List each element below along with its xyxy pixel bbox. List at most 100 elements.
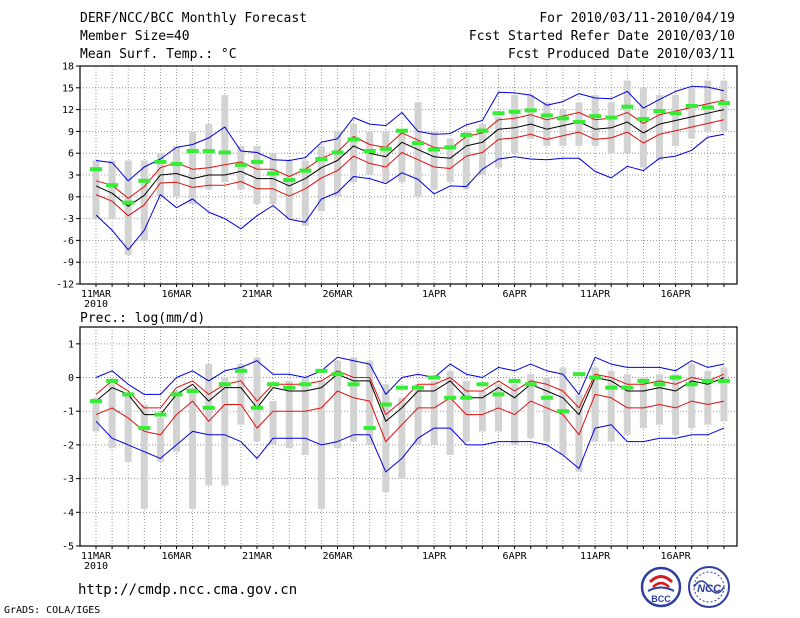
range-box — [221, 95, 229, 183]
inner-lower-line — [95, 119, 725, 217]
x-tick-label: 16MAR — [161, 289, 192, 300]
x-tick-label: 1APR — [422, 289, 447, 300]
y-tick-label: 9 — [68, 127, 74, 138]
y-tick-label: -4 — [62, 508, 74, 519]
range-box — [124, 160, 132, 255]
climatology-mark — [508, 109, 521, 114]
y-tick-label: -6 — [62, 236, 74, 247]
range-box — [205, 364, 213, 486]
climatology-mark — [556, 116, 569, 121]
range-box — [334, 360, 341, 449]
range-box — [543, 377, 551, 442]
climatology-mark — [331, 372, 344, 377]
climatology-mark — [347, 382, 360, 387]
climatology-mark — [90, 167, 102, 172]
climatology-mark — [460, 395, 473, 400]
range-box — [656, 95, 663, 161]
climatology-mark — [717, 101, 730, 106]
climatology-mark — [653, 109, 666, 114]
climatology-mark — [492, 111, 505, 116]
range-box — [623, 80, 631, 154]
bcc-logo-text: BCC — [651, 594, 671, 604]
range-box — [221, 377, 229, 486]
climatology-mark — [379, 402, 392, 407]
range-box — [173, 145, 180, 197]
range-box — [430, 131, 438, 190]
variable-label: Mean Surf. Temp.: °C — [80, 47, 237, 62]
range-box — [350, 357, 358, 442]
range-box — [672, 374, 680, 435]
range-box — [237, 364, 245, 425]
ncc-emblem-icon: NCC — [688, 566, 730, 608]
climatology-mark — [669, 111, 682, 116]
range-box — [140, 160, 148, 241]
range-box — [527, 374, 535, 439]
range-box — [430, 380, 438, 445]
range-box — [334, 131, 341, 197]
range-box — [108, 384, 116, 449]
outer-lower-line — [95, 420, 725, 473]
range-box — [382, 384, 390, 493]
range-box — [688, 364, 696, 429]
climatology-mark — [428, 375, 441, 380]
range-box — [446, 370, 454, 456]
y-tick-label: -5 — [62, 542, 74, 553]
range-box — [414, 384, 422, 445]
climatology-mark — [267, 171, 280, 176]
climatology-mark — [170, 162, 183, 167]
climatology-mark — [122, 392, 135, 397]
y-tick-label: 1 — [68, 339, 74, 350]
climatology-mark — [540, 113, 553, 118]
started-refer-date: Fcst Started Refer Date 2010/03/10 — [468, 29, 735, 44]
climatology-mark — [234, 162, 247, 167]
y-tick-label: -3 — [62, 474, 74, 485]
y-tick-label: -2 — [62, 440, 74, 451]
x-tick-label: 11APR — [580, 551, 611, 562]
range-box — [478, 124, 486, 175]
climatology-mark — [508, 378, 521, 383]
range-box — [173, 391, 180, 452]
range-box — [237, 145, 245, 190]
range-box — [446, 138, 454, 183]
range-box — [720, 80, 728, 132]
inner-upper-line — [95, 99, 725, 199]
climatology-mark — [283, 178, 296, 183]
range-box — [205, 124, 213, 190]
y-tick-label: -9 — [62, 258, 74, 269]
climatology-mark — [347, 137, 360, 142]
x-tick-label: 16MAR — [161, 551, 192, 562]
climatology-mark — [621, 385, 634, 390]
climatology-mark — [589, 375, 602, 380]
x-year-label: 2010 — [84, 561, 108, 572]
range-box — [591, 95, 599, 146]
x-tick-label: 6APR — [503, 289, 528, 300]
range-box — [656, 374, 663, 425]
range-box — [398, 131, 406, 183]
climatology-mark — [315, 368, 328, 373]
climatology-mark — [234, 368, 247, 373]
climatology-mark — [251, 405, 263, 410]
climatology-mark — [589, 114, 602, 119]
climatology-mark — [218, 150, 231, 155]
climatology-mark — [701, 105, 714, 110]
range-box — [688, 87, 696, 139]
y-tick-label: -12 — [56, 280, 74, 291]
climatology-mark — [573, 372, 585, 377]
range-box — [285, 160, 293, 219]
climatology-mark — [170, 392, 183, 397]
range-box — [639, 377, 647, 429]
climatology-mark — [202, 405, 215, 410]
climatology-mark — [717, 378, 730, 383]
climatology-mark — [186, 149, 199, 154]
climatology-mark — [412, 141, 424, 146]
climatology-mark — [331, 150, 344, 155]
climatology-mark — [251, 159, 263, 164]
climatology-mark — [428, 147, 441, 152]
x-tick-label: 11APR — [580, 289, 611, 300]
climatology-mark — [218, 382, 231, 387]
range-box — [462, 380, 470, 442]
y-tick-label: -1 — [62, 407, 74, 418]
range-box — [462, 131, 470, 190]
y-tick-label: 18 — [62, 62, 74, 73]
